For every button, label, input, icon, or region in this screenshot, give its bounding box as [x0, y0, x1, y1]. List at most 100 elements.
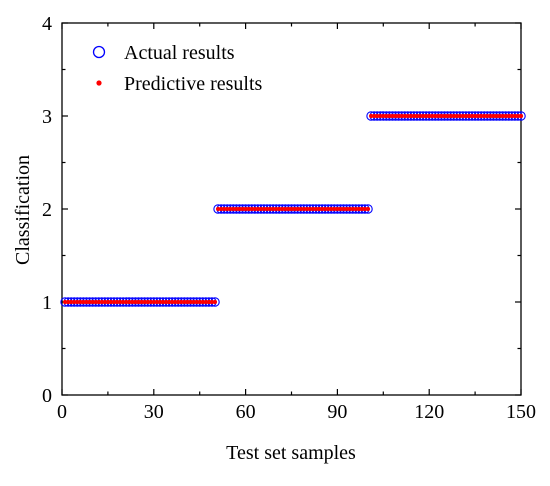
predictive-result-point	[66, 299, 71, 305]
predictive-result-point	[139, 299, 144, 305]
predictive-result-point	[313, 206, 319, 212]
predictive-result-point	[304, 206, 309, 212]
predictive-result-point	[206, 299, 211, 305]
predictive-result-point	[87, 299, 92, 305]
predictive-result-point	[130, 299, 135, 305]
predictive-result-point	[99, 299, 104, 305]
predictive-result-point	[246, 206, 251, 212]
predictive-result-point	[368, 113, 374, 119]
predictive-result-point	[108, 299, 114, 305]
predictive-result-point	[145, 299, 150, 305]
predictive-result-point	[451, 113, 456, 119]
predictive-result-point	[96, 299, 101, 305]
predictive-result-point	[111, 299, 117, 305]
axis-ticks	[61, 22, 522, 396]
predictive-result-point	[417, 113, 423, 119]
predictive-result-point	[506, 113, 511, 119]
predictive-result-point	[231, 206, 236, 212]
predictive-result-point	[424, 113, 429, 119]
predictive-result-point	[399, 113, 404, 119]
y-tick-label: 4	[42, 13, 52, 35]
predictive-result-point	[301, 206, 306, 212]
predictive-result-point	[194, 299, 199, 305]
predictive-result-point	[78, 299, 83, 305]
predictive-result-point	[320, 206, 325, 212]
predictive-result-point	[439, 113, 444, 119]
predictive-result-point	[454, 113, 459, 119]
predictive-result-point	[482, 113, 487, 119]
predictive-result-point	[448, 113, 453, 119]
predictive-result-point	[457, 113, 462, 119]
predictive-result-point	[350, 206, 355, 212]
predictive-result-point	[473, 113, 478, 119]
x-tick-label: 120	[414, 401, 444, 423]
predictive-result-point	[405, 113, 410, 119]
predictive-result-point	[427, 113, 432, 119]
predictive-result-point	[375, 113, 380, 119]
predictive-result-point	[515, 113, 521, 119]
x-tick-label: 0	[57, 401, 67, 423]
predictive-result-point	[75, 299, 80, 305]
predictive-result-point	[154, 299, 159, 305]
predictive-result-point	[163, 299, 169, 305]
predictive-result-point	[191, 299, 196, 305]
predictive-result-point	[494, 113, 499, 119]
predictive-result-point	[307, 206, 312, 212]
predictive-result-point	[271, 206, 276, 212]
predictive-result-point	[298, 206, 303, 212]
predictive-result-point	[234, 206, 239, 212]
predictive-result-point	[148, 299, 153, 305]
predictive-result-point	[225, 206, 230, 212]
predictive-result-point	[283, 206, 288, 212]
predictive-result-point	[81, 299, 86, 305]
predictive-result-point	[185, 299, 190, 305]
predictive-result-point	[500, 113, 505, 119]
predictive-result-point	[243, 206, 248, 212]
predictive-result-point	[323, 206, 328, 212]
legend-predictive-label: Predictive results	[124, 73, 263, 95]
predictive-result-point	[414, 113, 420, 119]
predictive-result-point	[127, 299, 132, 305]
predictive-result-point	[209, 299, 215, 305]
predictive-result-point	[258, 206, 263, 212]
tick-labels: 0 30 60 90 120 150 0 1 2 3 4	[42, 13, 536, 423]
predictive-result-point	[335, 206, 340, 212]
predictive-result-point	[338, 206, 343, 212]
predictive-result-point	[62, 299, 68, 305]
predictive-result-point	[286, 206, 291, 212]
predictive-result-point	[411, 113, 416, 119]
predictive-result-point	[219, 206, 224, 212]
predictive-result-point	[359, 206, 364, 212]
predictive-result-point	[255, 206, 260, 212]
predictive-result-point	[252, 206, 257, 212]
predictive-result-point	[280, 206, 285, 212]
x-tick-label: 150	[506, 401, 536, 423]
predictive-result-point	[136, 299, 141, 305]
predictive-result-point	[469, 113, 475, 119]
predictive-result-point	[261, 206, 267, 212]
predictive-result-point	[72, 299, 77, 305]
predictive-result-point	[267, 206, 273, 212]
data-marks	[60, 111, 526, 307]
predictive-result-point	[341, 206, 346, 212]
predictive-result-point	[466, 113, 472, 119]
predictive-result-point	[344, 206, 349, 212]
predictive-result-point	[433, 113, 438, 119]
predictive-result-point	[151, 299, 156, 305]
predictive-result-point	[160, 299, 166, 305]
predictive-result-point	[326, 206, 331, 212]
predictive-result-point	[332, 206, 337, 212]
predictive-result-point	[157, 299, 163, 305]
y-tick-label: 3	[42, 106, 52, 128]
predictive-result-point	[347, 206, 352, 212]
predictive-result-point	[133, 299, 138, 305]
predictive-result-point	[390, 113, 395, 119]
predictive-result-point	[222, 206, 227, 212]
predictive-result-point	[142, 299, 147, 305]
predictive-result-point	[362, 206, 368, 212]
predictive-result-point	[292, 206, 297, 212]
x-tick-label: 90	[327, 401, 347, 423]
predictive-result-point	[90, 299, 95, 305]
predictive-result-point	[212, 299, 218, 305]
x-tick-label: 30	[144, 401, 164, 423]
